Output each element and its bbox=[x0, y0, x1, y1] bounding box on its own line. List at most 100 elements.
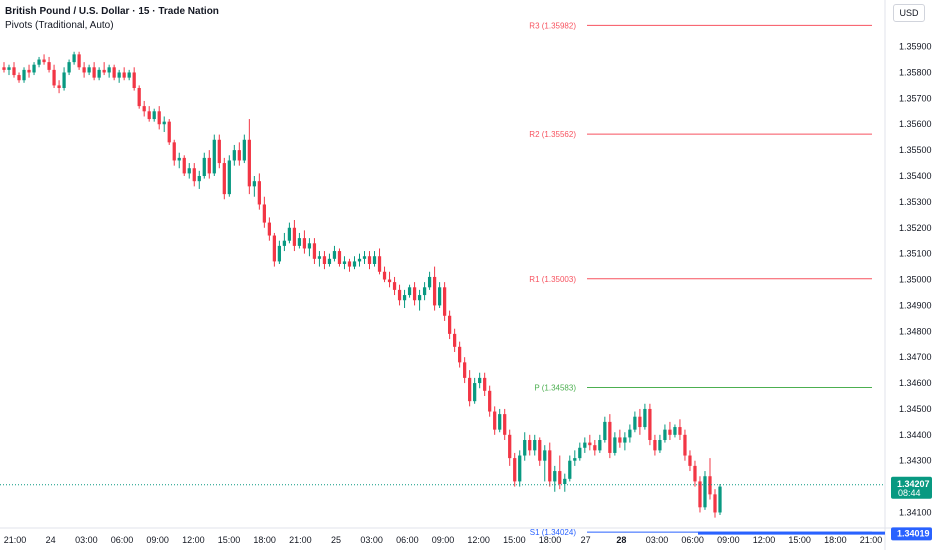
price-tick-label: 1.35000 bbox=[899, 275, 932, 285]
time-tick-label: 06:00 bbox=[111, 535, 134, 545]
candle-body bbox=[392, 282, 397, 290]
price-tick-label: 1.35900 bbox=[899, 42, 932, 52]
time-tick-label: 03:00 bbox=[646, 535, 669, 545]
candle-body bbox=[503, 414, 507, 435]
price-tick-label: 1.34900 bbox=[899, 300, 932, 310]
pivot-label: S1 (1.34024) bbox=[530, 528, 577, 537]
candle-body bbox=[468, 377, 472, 402]
indicator-label[interactable]: Pivots (Traditional, Auto) bbox=[5, 20, 114, 31]
candle-body bbox=[618, 437, 622, 443]
candle-body bbox=[242, 139, 246, 161]
candle-body bbox=[37, 59, 41, 65]
time-tick-label: 03:00 bbox=[75, 535, 98, 545]
candle-body bbox=[633, 416, 637, 430]
time-tick-label: 15:00 bbox=[503, 535, 526, 545]
time-tick-label: 12:00 bbox=[182, 535, 205, 545]
candle-body bbox=[272, 235, 277, 262]
pivot-levels: R3 (1.35982) R2 (1.35562) R1 (1.35003) P (1… bbox=[529, 21, 885, 537]
candle-body bbox=[312, 243, 317, 259]
candle-body bbox=[412, 287, 417, 301]
candle-body bbox=[187, 168, 191, 174]
candle-body bbox=[643, 408, 647, 428]
price-tick-label: 1.34700 bbox=[899, 352, 932, 362]
price-tick-label: 1.35300 bbox=[899, 197, 932, 207]
candle-body bbox=[217, 139, 221, 164]
time-tick-label: 09:00 bbox=[146, 535, 169, 545]
current-price-value: 1.34207 bbox=[897, 479, 930, 489]
candle-body bbox=[207, 157, 211, 174]
candle-body bbox=[558, 471, 562, 484]
candle-body bbox=[387, 279, 392, 283]
candle-body bbox=[583, 442, 587, 448]
candle-body bbox=[97, 69, 101, 78]
candle-body bbox=[112, 67, 116, 78]
time-tick-label: 15:00 bbox=[788, 535, 811, 545]
candle-body bbox=[197, 176, 201, 182]
time-axis[interactable]: 21:00 24 03:00 06:00 09:00 12:00 15:00 18:00 21:… bbox=[4, 535, 883, 545]
candle-body bbox=[628, 429, 632, 438]
candle-body bbox=[47, 62, 51, 70]
price-tick-label: 1.34100 bbox=[899, 507, 932, 517]
candle-body bbox=[72, 54, 76, 63]
candle-body bbox=[372, 256, 377, 264]
candle-body bbox=[22, 69, 26, 81]
time-tick-label: 09:00 bbox=[717, 535, 740, 545]
candle-body bbox=[693, 465, 697, 482]
s1-price-badge bbox=[891, 527, 932, 541]
time-tick-label: 18:00 bbox=[824, 535, 847, 545]
candle-body bbox=[132, 72, 136, 88]
candle-body bbox=[603, 421, 607, 440]
symbol-title[interactable]: British Pound / U.S. Dollar · 15 · Trade… bbox=[5, 6, 219, 17]
candle-body bbox=[573, 458, 577, 461]
price-tick-label: 1.35400 bbox=[899, 171, 932, 181]
candle-body bbox=[182, 157, 186, 174]
candle-body bbox=[708, 476, 712, 495]
price-tick-label: 1.34800 bbox=[899, 326, 932, 336]
candle-body bbox=[718, 486, 722, 513]
candle-body bbox=[27, 69, 31, 73]
candle-body bbox=[653, 440, 657, 451]
candle-body bbox=[122, 72, 126, 78]
candle-body bbox=[212, 139, 216, 174]
candle-body bbox=[638, 416, 642, 428]
candle-body bbox=[698, 481, 702, 508]
price-tick-label: 1.34300 bbox=[899, 456, 932, 466]
candle-body bbox=[518, 455, 522, 482]
candle-body bbox=[713, 494, 717, 513]
candle-body bbox=[142, 106, 146, 112]
price-tick-label: 1.34400 bbox=[899, 430, 932, 440]
candle-body bbox=[648, 408, 652, 440]
candle-body bbox=[432, 276, 437, 306]
pivot-label: R3 (1.35982) bbox=[529, 21, 576, 30]
currency-selector[interactable]: USD bbox=[893, 4, 925, 22]
candle-body bbox=[77, 54, 81, 68]
candle-body bbox=[407, 287, 412, 296]
candle-body bbox=[172, 142, 176, 161]
candle-body bbox=[663, 429, 667, 440]
candle-body bbox=[252, 181, 256, 187]
time-tick-label: 21:00 bbox=[289, 535, 312, 545]
candle-body bbox=[463, 362, 467, 378]
candle-body bbox=[427, 276, 432, 288]
candle-body bbox=[513, 458, 517, 482]
time-tick-label: 06:00 bbox=[396, 535, 419, 545]
time-tick-label: 12:00 bbox=[467, 535, 490, 545]
candle-body bbox=[352, 261, 357, 267]
candle-body bbox=[52, 69, 56, 86]
candle-body bbox=[32, 64, 36, 73]
candle-body bbox=[117, 72, 121, 78]
candle-body bbox=[397, 289, 402, 301]
candle-body bbox=[382, 271, 387, 280]
candle-body bbox=[152, 111, 156, 120]
time-tick-label: 27 bbox=[581, 535, 591, 545]
candle-body bbox=[257, 181, 261, 205]
price-tick-label: 1.35700 bbox=[899, 93, 932, 103]
candle-body bbox=[598, 440, 602, 451]
candle-body bbox=[473, 383, 477, 402]
candle-body bbox=[42, 59, 46, 63]
price-axis[interactable]: 1.35900 1.35800 1.35700 1.35600 1.35500 1.354… bbox=[899, 42, 932, 518]
candle-body bbox=[177, 157, 181, 161]
